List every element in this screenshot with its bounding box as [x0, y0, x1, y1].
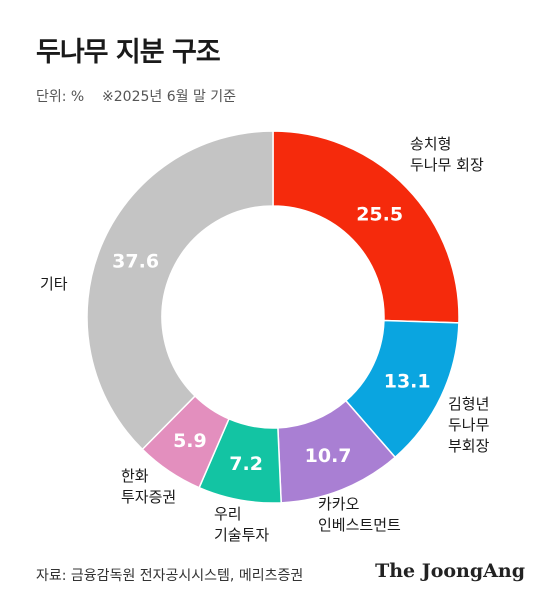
label-line: 우리 [214, 505, 242, 523]
label-line: 두나무 [448, 416, 490, 434]
slice-label-songchihyung: 송치형 두나무 회장 [410, 134, 484, 176]
chart-title: 두나무 지분 구조 [36, 37, 221, 68]
date-note: ※2025년 6월 말 기준 [102, 89, 237, 105]
slice-value-label: 13.1 [384, 371, 431, 393]
donut-slice-5 [86, 130, 274, 451]
slice-label-kakao-investment: 카카오 인베스트먼트 [318, 494, 401, 536]
slice-value-label: 7.2 [229, 453, 263, 475]
slice-label-hanwha: 한화 투자증권 [121, 466, 176, 508]
slice-value-label: 25.5 [356, 204, 403, 226]
label-line: 부회장 [448, 437, 490, 455]
slice-label-kimhyungnyun: 김형년 두나무 부회장 [448, 394, 489, 457]
publisher-logo: The JoongAng [375, 560, 525, 582]
slice-value-label: 10.7 [305, 445, 352, 467]
donut-slice-0 [272, 130, 460, 324]
label-line: 인베스트먼트 [318, 516, 401, 534]
chart-subtitle: 단위: % ※2025년 6월 말 기준 [36, 86, 236, 106]
donut-slices [86, 130, 460, 504]
label-line: 김형년 [448, 395, 490, 413]
source-note: 자료: 금융감독원 전자공시시스템, 메리츠증권 [36, 568, 304, 584]
slice-value-label: 5.9 [173, 430, 207, 452]
slice-label-others: 기타 [40, 274, 68, 295]
unit-label: 단위: % [36, 89, 85, 105]
label-line: 두나무 회장 [410, 156, 484, 174]
label-line: 송치형 [410, 135, 452, 153]
value-labels: 25.5 13.1 10.7 7.2 5.9 37.6 [112, 204, 430, 475]
slice-value-label: 37.6 [112, 251, 159, 273]
label-line: 카카오 [318, 495, 360, 513]
label-line: 한화 [121, 467, 149, 485]
label-line: 투자증권 [121, 488, 177, 506]
label-line: 기술투자 [214, 526, 270, 544]
slice-label-woori-tech: 우리 기술투자 [214, 504, 269, 546]
label-line: 기타 [40, 275, 68, 293]
